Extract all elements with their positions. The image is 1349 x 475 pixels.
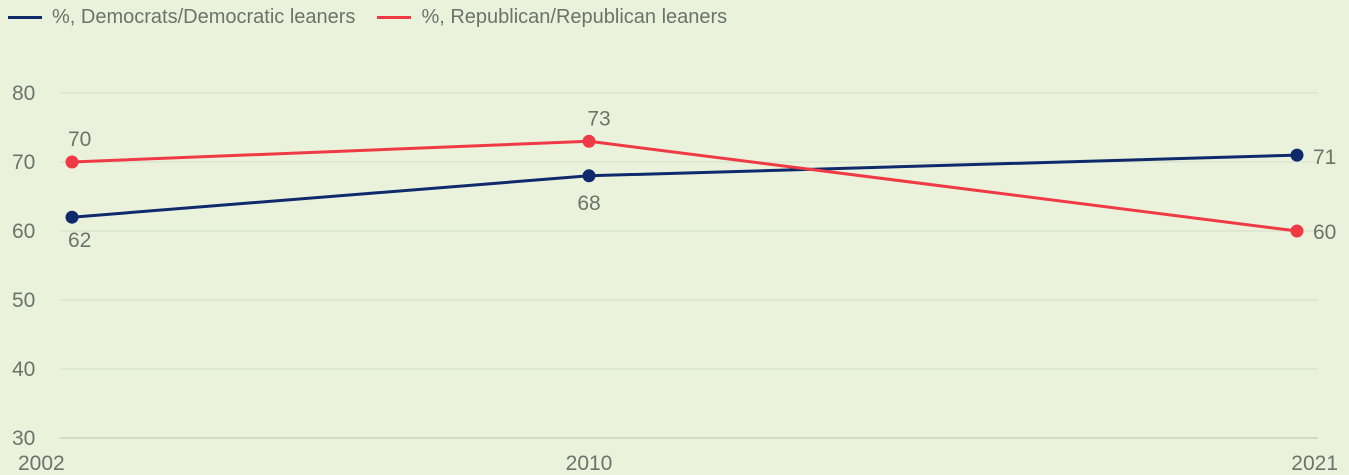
data-point-1-2 [1290, 224, 1304, 238]
y-tick-label-60: 60 [12, 220, 35, 243]
data-point-1-0 [65, 155, 79, 169]
legend-label-republicans: %, Republican/Republican leaners [421, 6, 728, 28]
series-line-1 [71, 139, 1298, 233]
legend-swatch-democrats [8, 16, 42, 19]
data-label-0-2: 71 [1313, 146, 1336, 169]
y-tick-label-80: 80 [12, 82, 35, 105]
legend-label-democrats: %, Democrats/Democratic leaners [52, 6, 356, 28]
y-tick-label-50: 50 [12, 289, 35, 312]
y-tick-label-70: 70 [12, 151, 35, 174]
data-label-0-0: 62 [68, 229, 91, 252]
x-tick-label-2002: 2002 [18, 452, 65, 475]
x-tick-label-2021: 2021 [1291, 452, 1338, 475]
legend-swatch-republicans [377, 16, 412, 19]
legend-item-democrats: %, Democrats/Democratic leaners [8, 6, 355, 29]
chart-legend: %, Democrats/Democratic leaners %, Repub… [8, 6, 749, 29]
y-tick-label-30: 30 [12, 427, 35, 450]
data-point-0-2 [1290, 148, 1304, 162]
data-point-0-1 [582, 169, 596, 183]
data-point-1-1 [582, 134, 596, 148]
data-label-0-1: 68 [577, 192, 600, 215]
legend-item-republicans: %, Republican/Republican leaners [377, 6, 727, 29]
x-tick-label-2010: 2010 [566, 452, 613, 475]
data-label-1-1: 73 [587, 107, 610, 130]
data-label-1-2: 60 [1313, 221, 1336, 244]
data-point-0-0 [65, 210, 79, 224]
y-tick-label-40: 40 [12, 358, 35, 381]
data-label-1-0: 70 [68, 128, 91, 151]
